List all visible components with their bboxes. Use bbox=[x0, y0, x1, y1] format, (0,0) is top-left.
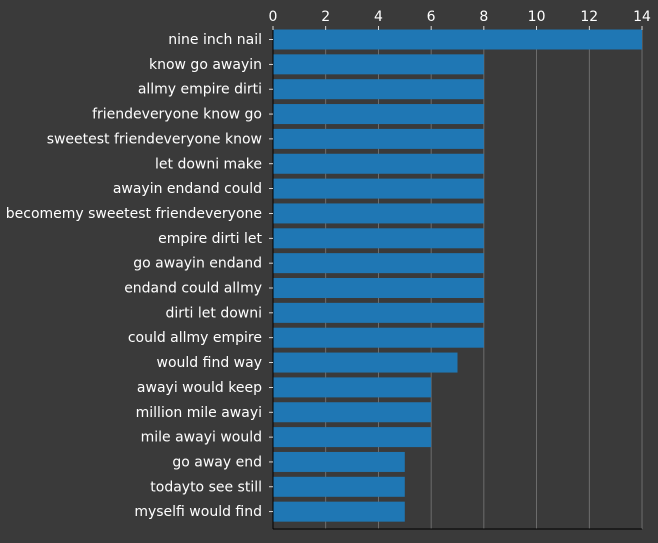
axes bbox=[269, 26, 643, 530]
x-tick-label: 12 bbox=[580, 9, 598, 25]
category-label: go away end bbox=[172, 454, 262, 470]
category-label: could allmy empire bbox=[128, 330, 262, 346]
bar bbox=[273, 203, 484, 224]
bar bbox=[273, 451, 405, 472]
category-label: nine inch nail bbox=[168, 32, 262, 48]
x-tick-label: 6 bbox=[427, 9, 436, 25]
bar bbox=[273, 228, 484, 249]
bar bbox=[273, 178, 484, 199]
bar bbox=[273, 253, 484, 274]
category-label: sweetest friendeveryone know bbox=[47, 131, 262, 147]
category-label: allmy empire dirti bbox=[138, 82, 262, 98]
bar bbox=[273, 327, 484, 348]
bar bbox=[273, 402, 432, 423]
bar bbox=[273, 29, 642, 50]
category-label: would find way bbox=[157, 355, 262, 371]
category-label: let downi make bbox=[155, 156, 262, 172]
category-label: go awayin endand bbox=[133, 256, 262, 272]
category-label: empire dirti let bbox=[158, 231, 262, 247]
bar bbox=[273, 128, 484, 149]
category-label: mile awayi would bbox=[141, 430, 262, 446]
bar bbox=[273, 302, 484, 323]
category-label: million mile awayi bbox=[136, 405, 262, 421]
category-label: friendeveryone know go bbox=[92, 107, 262, 123]
category-label: know go awayin bbox=[149, 57, 262, 73]
category-label: todayto see still bbox=[150, 479, 262, 495]
category-label: becomemy sweetest friendeveryone bbox=[6, 206, 262, 222]
x-tick-label: 8 bbox=[479, 9, 488, 25]
category-label: awayi would keep bbox=[137, 380, 262, 396]
bar bbox=[273, 54, 484, 75]
category-label: dirti let downi bbox=[166, 305, 262, 321]
bar bbox=[273, 278, 484, 298]
x-tick-label: 4 bbox=[374, 9, 383, 25]
bar bbox=[273, 153, 484, 174]
category-label: myselfi would find bbox=[134, 504, 262, 520]
bar bbox=[273, 501, 405, 522]
category-label: endand could allmy bbox=[124, 281, 262, 297]
category-labels: nine inch nail know go awayin allmy empire… bbox=[6, 32, 263, 520]
category-label: awayin endand could bbox=[113, 181, 262, 197]
x-tick-label: 14 bbox=[633, 9, 651, 25]
bar bbox=[273, 377, 432, 398]
bar bbox=[273, 79, 484, 100]
bar bbox=[273, 104, 484, 125]
x-tick-label: 0 bbox=[269, 9, 278, 25]
bar bbox=[273, 427, 432, 448]
x-tick-labels: 0 2 4 6 8 10 12 14 bbox=[269, 9, 651, 25]
x-tick-label: 2 bbox=[321, 9, 330, 25]
bar bbox=[273, 476, 405, 497]
bars bbox=[273, 29, 642, 522]
bar bbox=[273, 352, 458, 373]
x-tick-label: 10 bbox=[528, 9, 546, 25]
